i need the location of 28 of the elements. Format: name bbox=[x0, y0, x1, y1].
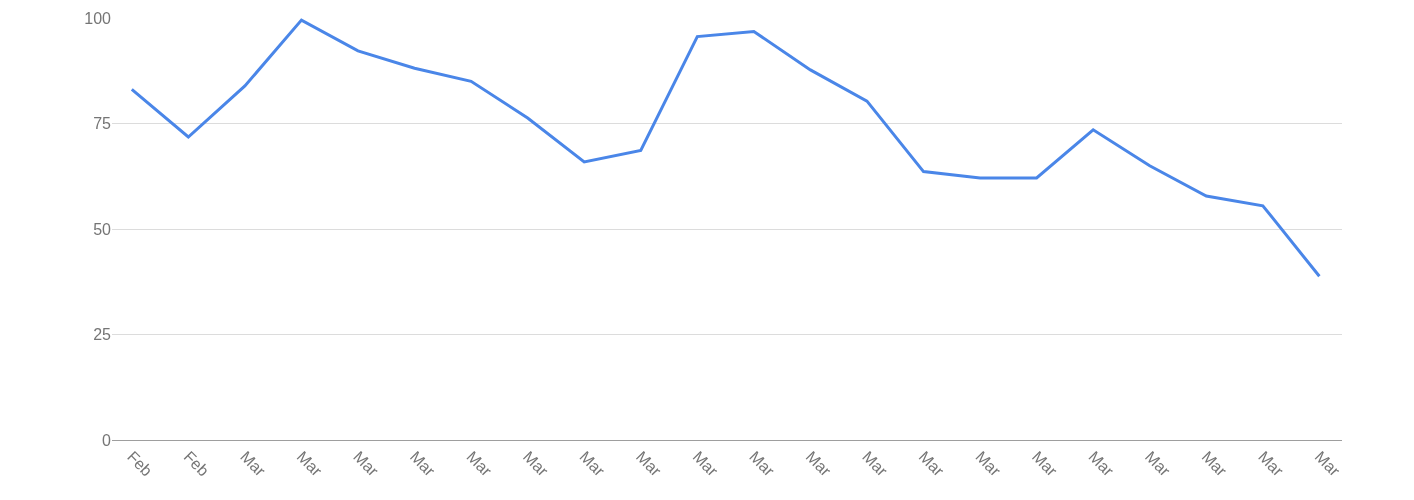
x-tick-label: Feb bbox=[180, 447, 213, 480]
x-tick-label: Mar bbox=[802, 447, 835, 480]
x-tick-label: Mar bbox=[1255, 447, 1288, 480]
x-tick-label: Mar bbox=[406, 447, 439, 480]
y-tick-label: 25 bbox=[93, 326, 112, 344]
x-tick-label: Mar bbox=[350, 447, 383, 480]
x-tick-label: Mar bbox=[1198, 447, 1231, 480]
x-tick-label: Mar bbox=[519, 447, 552, 480]
x-tick-label: Mar bbox=[576, 447, 609, 480]
x-tick-label: Mar bbox=[746, 447, 779, 480]
x-tick-label: Mar bbox=[859, 447, 892, 480]
y-tick-label: 0 bbox=[102, 431, 112, 449]
x-tick-label: Mar bbox=[689, 447, 722, 480]
x-tick-label: Mar bbox=[972, 447, 1005, 480]
y-tick-label: 100 bbox=[84, 9, 112, 27]
y-tick-label: 75 bbox=[93, 115, 112, 133]
x-tick-label: Mar bbox=[293, 447, 326, 480]
x-tick-label: Mar bbox=[237, 447, 270, 480]
line-series bbox=[130, 18, 1321, 278]
x-tick-label: Mar bbox=[463, 447, 496, 480]
x-tick-label: Mar bbox=[915, 447, 948, 480]
x-tick-label: Mar bbox=[1028, 447, 1061, 480]
y-tick-label: 50 bbox=[93, 220, 112, 238]
x-tick-label: Mar bbox=[1311, 447, 1344, 480]
x-tick-label: Mar bbox=[632, 447, 665, 480]
x-tick-label: Mar bbox=[1085, 447, 1118, 480]
x-tick-label: Feb bbox=[124, 447, 156, 480]
x-tick-label: Mar bbox=[1141, 447, 1174, 480]
